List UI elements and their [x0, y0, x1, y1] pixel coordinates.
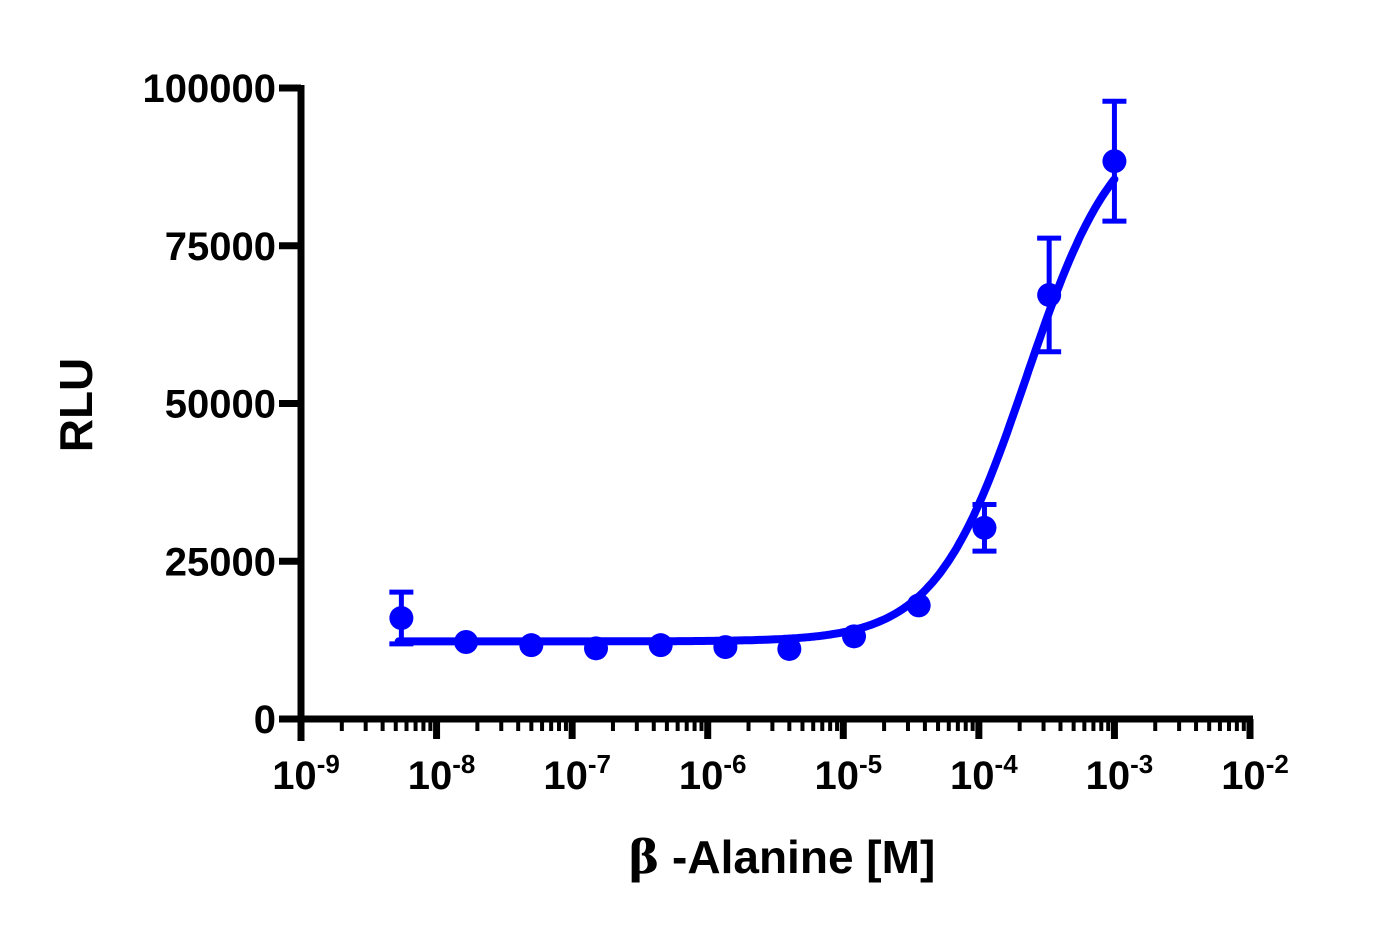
- x-tick-base: 10: [543, 754, 588, 798]
- x-tick-label: 10-5: [814, 749, 882, 798]
- x-axis: 10-9 10-8 10-7 10-6 10-5 10-4 10-3 10-2: [272, 715, 1289, 798]
- x-tick-exponent: -4: [995, 749, 1019, 779]
- y-axis: 0 25000 50000 75000 100000: [143, 67, 305, 742]
- x-tick-base: 10: [1221, 754, 1266, 798]
- error-bars: [389, 98, 1127, 647]
- x-tick-exponent: -6: [723, 749, 746, 779]
- x-tick-label: 10-8: [408, 749, 476, 798]
- x-tick-exponent: -5: [859, 749, 882, 779]
- data-point: [1102, 149, 1127, 174]
- fit-curve: [394, 175, 1119, 646]
- x-tick-label: 10-9: [272, 749, 340, 798]
- y-tick-label: 25000: [165, 540, 276, 584]
- x-tick-label: 10-2: [1221, 749, 1289, 798]
- data-point: [1037, 282, 1062, 307]
- beta-symbol: β: [629, 830, 660, 884]
- x-tick-label: 10-7: [543, 749, 611, 798]
- data-point: [584, 636, 609, 661]
- data-point: [972, 515, 997, 540]
- data-point: [648, 633, 673, 658]
- y-tick-label: 50000: [165, 383, 276, 427]
- data-point: [519, 633, 544, 658]
- data-point: [389, 606, 414, 631]
- x-tick-base: 10: [1086, 754, 1131, 798]
- data-point: [713, 635, 738, 660]
- x-axis-title-text: -Alanine [M]: [659, 831, 935, 883]
- data-point: [906, 593, 931, 618]
- data-points: [389, 149, 1127, 661]
- x-tick-label: 10-6: [679, 749, 747, 798]
- x-tick-base: 10: [814, 754, 859, 798]
- x-tick-exponent: -7: [588, 749, 611, 779]
- x-axis-title: β -Alanine [M]: [629, 830, 936, 884]
- x-tick-base: 10: [272, 754, 317, 798]
- x-tick-base: 10: [950, 754, 995, 798]
- y-tick-label: 75000: [165, 225, 276, 269]
- data-point: [842, 624, 867, 649]
- x-tick-base: 10: [679, 754, 724, 798]
- x-tick-exponent: -3: [1130, 749, 1153, 779]
- x-tick-exponent: -9: [317, 749, 340, 779]
- x-tick-label: 10-3: [1086, 749, 1154, 798]
- sigmoid-fit-line: [394, 175, 1119, 646]
- x-tick-exponent: -2: [1266, 749, 1289, 779]
- x-tick-base: 10: [408, 754, 453, 798]
- y-tick-label: 0: [254, 698, 276, 742]
- y-tick-label: 100000: [143, 67, 276, 111]
- y-axis-title: RLU: [50, 358, 102, 453]
- data-point: [777, 636, 802, 661]
- data-point: [454, 630, 479, 655]
- x-tick-exponent: -8: [452, 749, 475, 779]
- x-tick-label: 10-4: [950, 749, 1018, 798]
